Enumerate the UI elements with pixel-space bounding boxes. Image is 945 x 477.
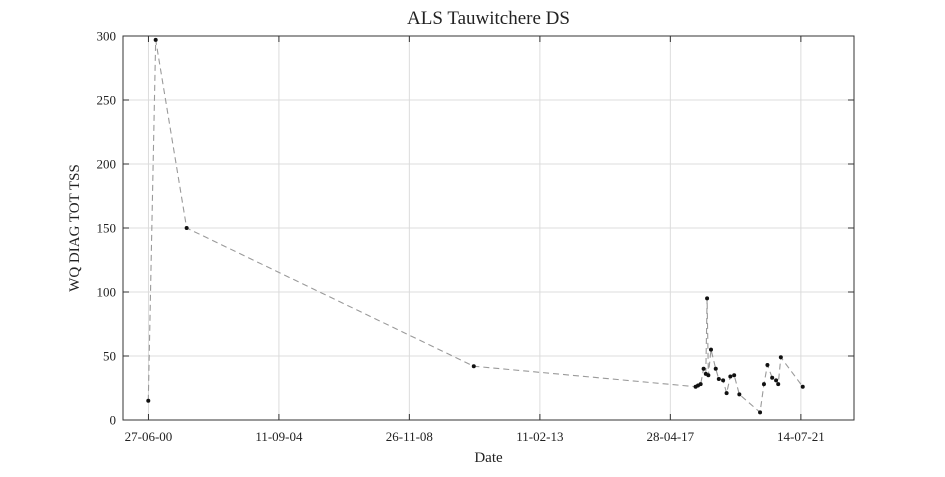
data-point <box>721 378 726 383</box>
x-tick-label: 27-06-00 <box>125 429 173 444</box>
data-point <box>728 374 733 379</box>
y-tick-label: 200 <box>97 157 117 172</box>
grid-layer <box>123 35 854 421</box>
x-tick-label: 28-04-17 <box>647 429 695 444</box>
data-point <box>724 391 729 396</box>
data-point <box>770 375 775 380</box>
data-point <box>778 355 783 360</box>
data-point <box>716 377 721 382</box>
x-tick-label: 14-07-21 <box>777 429 825 444</box>
data-point <box>153 37 158 42</box>
y-tick-label: 50 <box>103 349 116 364</box>
data-point <box>701 366 706 371</box>
x-tick-label: 26-11-08 <box>386 429 433 444</box>
y-tick-label: 0 <box>110 413 117 428</box>
data-point <box>706 373 711 378</box>
data-point <box>705 296 710 301</box>
data-point <box>184 226 189 230</box>
data-point <box>800 384 805 389</box>
data-point <box>765 362 770 367</box>
x-tick-label: 11-02-13 <box>516 429 563 444</box>
data-point <box>732 373 737 378</box>
data-point <box>776 382 781 387</box>
data-point <box>737 392 742 397</box>
y-tick-label: 100 <box>97 285 117 300</box>
y-tick-label: 300 <box>97 29 117 44</box>
data-point <box>146 398 151 403</box>
tick-layer: 0 50 100 150 200 250 300 27-06-00 11-09-04 26-11-… <box>97 29 854 444</box>
x-tick-label: 11-09-04 <box>255 429 303 444</box>
y-axis-title: WQ DIAG TOT TSS <box>67 164 83 292</box>
y-tick-label: 150 <box>97 221 117 236</box>
data-point <box>774 378 779 383</box>
series-layer <box>146 37 805 415</box>
data-point <box>761 382 766 387</box>
chart-title: ALS Tauwitchere DS <box>407 8 570 29</box>
x-axis-title: Date <box>474 450 503 466</box>
data-point <box>471 364 476 369</box>
y-tick-label: 250 <box>97 93 117 108</box>
data-point <box>698 382 703 387</box>
data-point <box>708 347 713 352</box>
data-point <box>713 366 718 371</box>
data-point <box>758 410 763 415</box>
